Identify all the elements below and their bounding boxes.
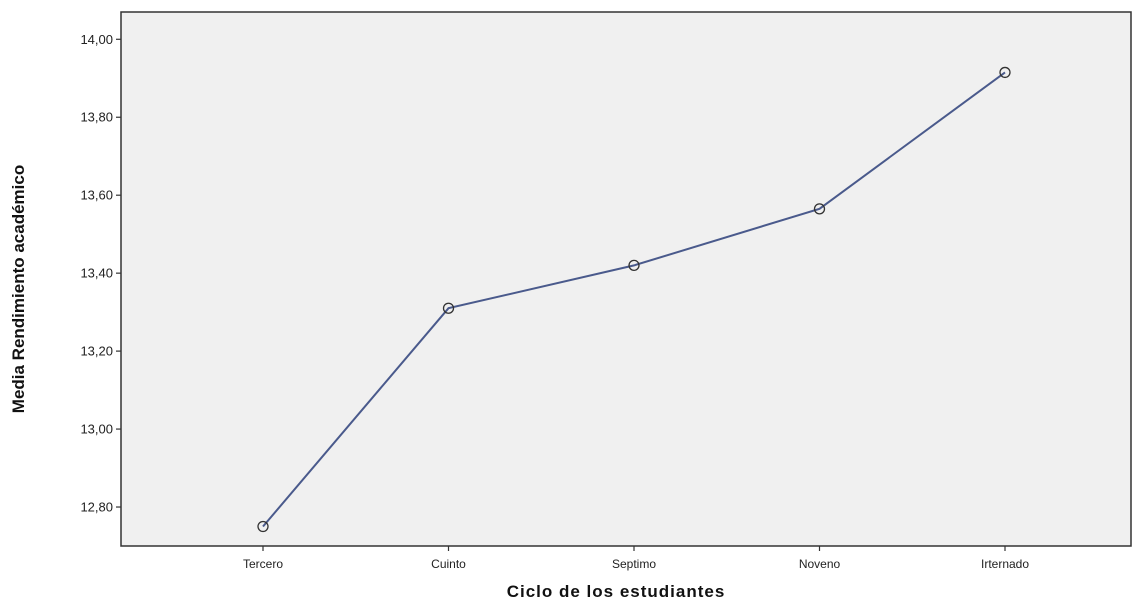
series-markers — [257, 66, 1011, 533]
x-tick-label: Cuinto — [431, 557, 466, 571]
y-tick-label: 13,00 — [80, 422, 113, 437]
y-axis: 12,80 13,00 13,20 13,40 13,60 13,80 14,00 — [80, 32, 121, 515]
x-tick-label: Septimo — [612, 557, 656, 571]
plot-area — [120, 11, 1132, 547]
x-tick-label: Irternado — [981, 557, 1029, 571]
x-axis-label: Ciclo de los estudiantes — [507, 582, 726, 601]
y-tick-label: 14,00 — [80, 32, 113, 47]
x-tick-label: Tercero — [243, 557, 283, 571]
data-point-marker — [999, 66, 1011, 79]
data-point-marker — [628, 259, 640, 272]
x-tick-label: Noveno — [799, 557, 841, 571]
data-point-marker — [442, 302, 455, 314]
data-point-marker — [257, 520, 269, 533]
y-tick-label: 13,20 — [80, 344, 113, 359]
data-point-marker — [813, 203, 826, 215]
y-tick-label: 12,80 — [80, 500, 113, 515]
y-axis-label: Media Rendimiento académico — [9, 165, 28, 413]
series-line — [262, 71, 1006, 528]
y-tick-label: 13,60 — [80, 188, 113, 203]
y-tick-label: 13,40 — [80, 266, 113, 281]
y-tick-label: 13,80 — [80, 110, 113, 125]
x-axis: Tercero Cuinto Septimo Noveno Irternado — [243, 546, 1029, 571]
